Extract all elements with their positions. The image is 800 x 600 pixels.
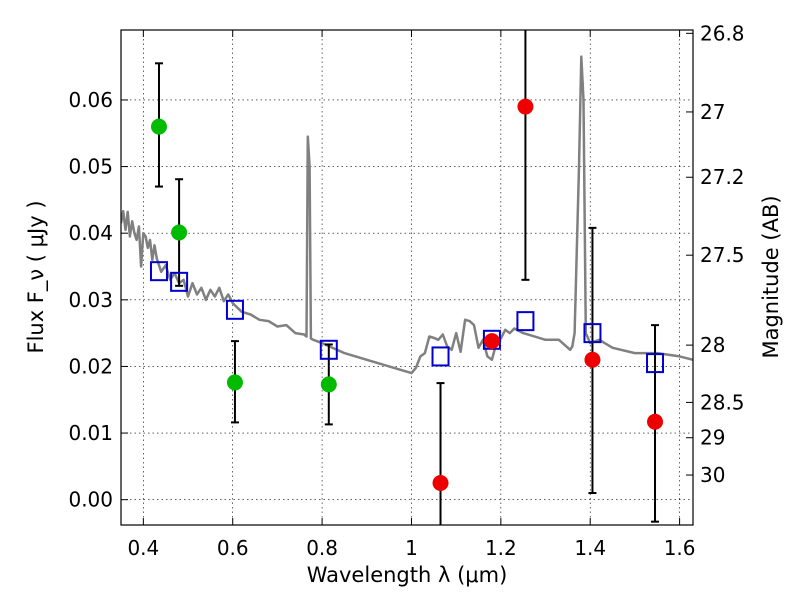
y-tick-label: 0.02 (68, 354, 113, 378)
x-tick-label: 1.6 (664, 536, 696, 560)
optical-data-point (150, 118, 167, 135)
model-photometry-square (646, 353, 665, 374)
y2-tick-label: 30 (700, 463, 725, 487)
x-tick-label: 1 (405, 536, 418, 560)
x-tick-label: 1.4 (574, 536, 606, 560)
optical-data-point (171, 224, 188, 241)
y-tick-label: 0.00 (68, 488, 113, 512)
axis-ticks: 0.4 0.6 0.8 1 1.2 1.4 1.6 0.00 0.01 0.02 0.03 0.04 0… (68, 21, 744, 560)
plot-content (121, 30, 693, 525)
y2-tick-label: 28 (700, 333, 725, 357)
y2-tick-label: 27 (700, 100, 725, 124)
optical-data-point (226, 374, 243, 391)
y2-axis-title: Magnitude (AB) (759, 195, 783, 358)
y-axis-title: Flux F_ν ( μJy ) (24, 200, 49, 353)
grid-lines (121, 30, 693, 525)
y-tick-label: 0.03 (68, 288, 113, 312)
model-photometry-square (170, 271, 189, 292)
sed-model-line (121, 55, 693, 375)
model-photometry-square (149, 261, 168, 282)
optical-data-point (320, 376, 337, 393)
nir-data-point (517, 98, 534, 115)
x-axis-title: Wavelength λ (μm) (307, 563, 508, 587)
nir-data-point (432, 475, 449, 492)
nir-data-point (584, 351, 601, 368)
model-photometry-square (583, 323, 602, 344)
y2-tick-label: 27.5 (700, 243, 745, 267)
nir-data-point (647, 413, 664, 430)
model-photometry-square (225, 299, 244, 320)
y-tick-label: 0.01 (68, 421, 113, 445)
x-tick-label: 0.4 (127, 536, 159, 560)
y-tick-label: 0.05 (68, 155, 113, 179)
x-tick-label: 1.2 (485, 536, 517, 560)
plot-frame (120, 29, 694, 526)
model-photometry-square (319, 339, 338, 360)
x-tick-label: 0.8 (306, 536, 338, 560)
y2-tick-label: 29 (700, 426, 725, 450)
y2-tick-label: 26.8 (700, 21, 745, 45)
x-tick-label: 0.6 (217, 536, 249, 560)
model-photometry-square (431, 346, 450, 367)
model-photometry-square (516, 311, 535, 332)
y2-tick-label: 28.5 (700, 390, 745, 414)
y-tick-label: 0.06 (68, 88, 113, 112)
plot-area (121, 30, 693, 525)
nir-data-point (483, 333, 500, 350)
y2-tick-label: 27.2 (700, 165, 745, 189)
y-tick-label: 0.04 (68, 221, 113, 245)
